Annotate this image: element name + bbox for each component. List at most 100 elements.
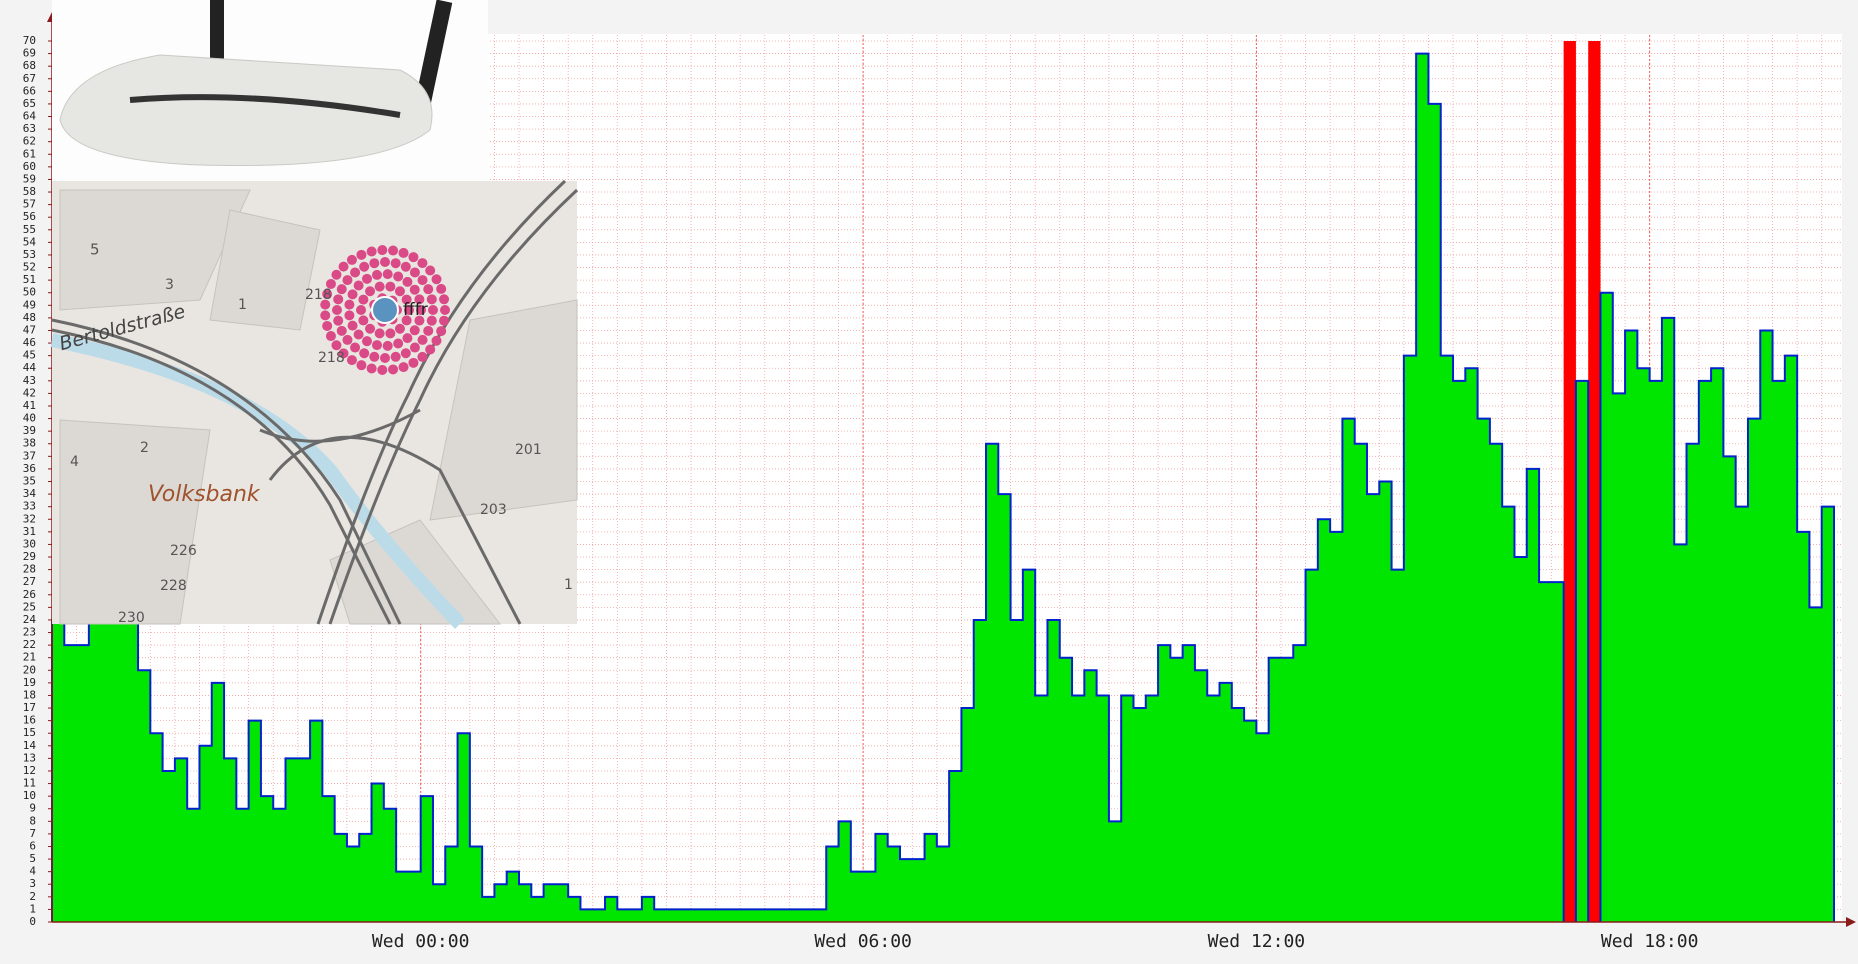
y-tick-label: 5 <box>29 852 36 865</box>
building <box>209 209 321 331</box>
node-dot <box>359 348 370 359</box>
bar <box>1428 103 1442 922</box>
y-tick-label: 17 <box>23 701 36 714</box>
node-dot <box>377 245 388 256</box>
bar <box>1551 582 1565 922</box>
node-dot <box>398 247 409 258</box>
bar <box>469 846 483 922</box>
node-dot <box>333 294 344 305</box>
bar <box>1489 443 1503 922</box>
map-label: 201 <box>515 442 542 458</box>
area-outline <box>1599 291 1835 922</box>
node-marker <box>371 296 399 324</box>
bar <box>568 896 581 922</box>
bar <box>1244 720 1257 922</box>
node-dot <box>331 340 342 351</box>
node-dot <box>436 326 447 337</box>
y-tick-label: 34 <box>23 487 37 500</box>
bar <box>813 909 827 922</box>
map-label: 2 <box>140 440 149 456</box>
y-tick-label: 46 <box>23 336 36 349</box>
node-dot <box>333 315 344 326</box>
bar <box>1575 380 1589 922</box>
y-tick-label: 15 <box>23 726 36 739</box>
map-label: 226 <box>170 543 197 559</box>
node-dot <box>385 281 396 292</box>
bar <box>1526 468 1540 922</box>
y-tick-label: 43 <box>23 374 36 387</box>
x-tick-label: Wed 18:00 <box>1601 931 1699 952</box>
y-tick-label: 63 <box>23 122 36 135</box>
node-dot <box>414 294 425 305</box>
node-dot <box>347 320 358 331</box>
node-dot <box>325 331 336 342</box>
node-dot <box>350 267 361 278</box>
y-tick-label: 2 <box>29 890 36 903</box>
node-dot <box>380 353 390 363</box>
y-tick-label: 55 <box>23 223 36 236</box>
node-dot <box>362 273 372 284</box>
node-dot <box>336 284 347 295</box>
map-label: 1 <box>238 297 247 313</box>
bar <box>482 896 495 922</box>
y-tick-label: 20 <box>23 663 36 676</box>
tram-line <box>268 435 522 625</box>
bar <box>310 720 323 922</box>
bar <box>1821 506 1835 922</box>
y-tick-label: 68 <box>23 59 36 72</box>
bar <box>1317 519 1331 922</box>
y-tick-label: 65 <box>23 97 36 110</box>
axes: 0123456789101112131415161718192021222324… <box>23 12 1856 952</box>
bar <box>224 758 237 922</box>
tram-line <box>328 188 579 625</box>
y-tick-label: 53 <box>23 248 36 261</box>
bar <box>322 796 336 922</box>
bar <box>64 645 78 922</box>
node-dot <box>409 325 420 336</box>
bar <box>1170 657 1184 922</box>
router-body <box>59 54 433 167</box>
bar <box>986 443 999 922</box>
node-dot <box>417 258 428 269</box>
building <box>429 299 578 521</box>
y-tick-label: 22 <box>23 638 36 651</box>
y-tick-label: 18 <box>23 688 36 701</box>
node-dot <box>362 336 372 347</box>
y-tick-label: 58 <box>23 185 36 198</box>
bar <box>1784 355 1798 923</box>
bar <box>1305 569 1319 922</box>
bar <box>248 720 262 922</box>
bar <box>1354 443 1368 922</box>
bar <box>531 896 545 922</box>
bar <box>1219 682 1233 922</box>
map: BertoldstraßeVolksbankfffr53121821824201… <box>50 179 579 629</box>
bar <box>1637 368 1651 922</box>
bar <box>1465 368 1479 922</box>
bar <box>764 909 778 922</box>
y-tick-label: 14 <box>23 739 37 752</box>
node-dot <box>409 267 420 278</box>
node-dot <box>404 305 414 315</box>
y-tick-label: 30 <box>23 537 36 550</box>
bar <box>162 770 176 922</box>
bar <box>826 846 840 922</box>
map-label: 1 <box>564 577 573 593</box>
node-dot <box>393 338 404 349</box>
bar <box>777 909 790 922</box>
node-dot <box>346 355 357 366</box>
y-tick-label: 19 <box>23 676 36 689</box>
y-tick-label: 69 <box>23 47 36 60</box>
bar <box>187 808 200 922</box>
node-dot <box>385 328 396 339</box>
node-dot <box>356 249 367 260</box>
bar <box>371 783 385 922</box>
node-dot <box>402 333 413 344</box>
y-tick-label: 31 <box>23 525 36 538</box>
bar <box>1711 368 1724 922</box>
node-dot <box>390 351 401 362</box>
node-dot <box>439 294 450 305</box>
node-dot <box>371 340 382 351</box>
y-tick-label: 32 <box>23 512 36 525</box>
bar <box>396 871 409 922</box>
node-dot <box>358 294 369 305</box>
